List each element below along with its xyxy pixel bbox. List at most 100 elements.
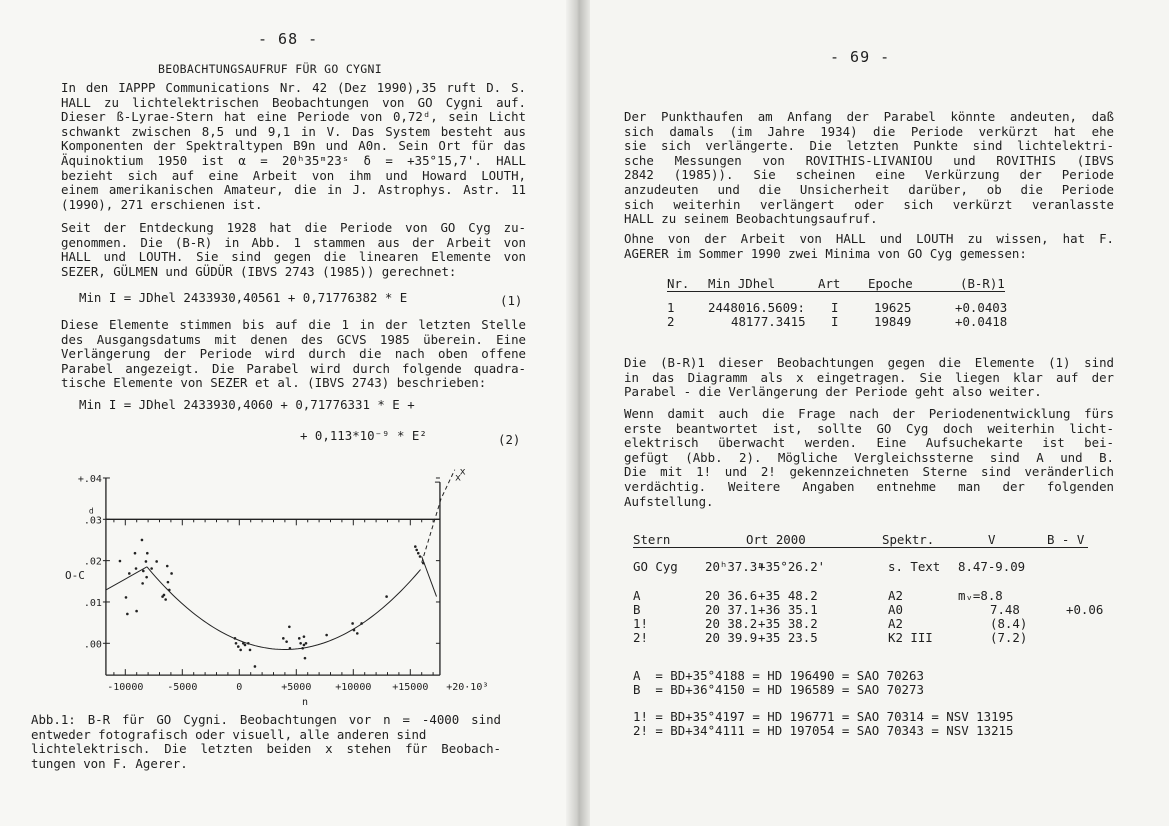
fit-left-line <box>105 566 148 591</box>
data-point <box>385 595 388 598</box>
cell-dec: +35 48.2 <box>758 588 818 603</box>
text-line: Aufstellung. <box>624 493 714 509</box>
cell-star: 1! <box>633 616 648 631</box>
agerer-point-x: x <box>455 473 461 484</box>
identification-line: B = BD+36°4150 = HD 196589 = SAO 70273 <box>633 682 924 697</box>
text-line: tungen von F. Agerer. <box>31 755 188 771</box>
b-r-diagram: +.04 .03 .02 .01 .00 d -10000 -5000 0 +5000 +10000… <box>65 467 488 709</box>
y-tick-label: .01 <box>84 598 102 609</box>
y-tick-label: .03 <box>84 515 102 526</box>
column-header: Spektr. <box>882 532 935 547</box>
data-point <box>165 564 169 568</box>
data-point <box>360 622 363 625</box>
text-line: sich damals (im Jahre 1934) die Periode … <box>624 123 1114 139</box>
data-point <box>325 633 328 637</box>
identification-line: 1! = BD+35°4197 = HD 196771 = SAO 70314 … <box>633 709 1014 724</box>
cell-nr: 1 <box>667 300 675 315</box>
data-point <box>302 643 306 647</box>
column-header: (B-R)1 <box>960 276 1005 291</box>
y-axis-label: O-C <box>65 569 85 582</box>
paragraph-diagram-note: Die (B-R)1 dieser Beobachtungen gegen di… <box>624 355 1114 400</box>
data-point <box>421 561 425 565</box>
data-point <box>414 545 417 548</box>
x-tick-label: +5000 <box>281 682 311 693</box>
text-line: Abb.1: B-R für GO Cygni. Beobachtungen v… <box>31 712 501 727</box>
data-point <box>243 643 247 647</box>
data-point <box>135 609 138 613</box>
cell-spectrum: A2 <box>888 616 903 631</box>
data-point <box>304 642 308 645</box>
data-point <box>282 637 285 640</box>
cell-dec: +35 23.5 <box>758 630 818 645</box>
text-line: SEZER, GÜLMEN und GÜDÜR (IBVS 2743 (1985… <box>61 263 457 279</box>
cell-epoche: 19849 <box>874 314 912 329</box>
equation-2-line-2: + 0,113*10⁻⁹ * E² <box>300 428 427 443</box>
cell-dec: +35 38.2 <box>758 616 818 631</box>
data-point <box>247 642 250 645</box>
data-point <box>170 572 173 575</box>
text-line: Wenn damit auch die Frage nach der Perio… <box>624 406 1114 421</box>
text-line: 2842 (1985)). Sie scheinen eine Verkürzu… <box>624 167 1114 183</box>
cell-min-jdhel: 48177.3415 <box>731 314 806 329</box>
text-line: Parabel - die Verlängerung der Periode g… <box>624 384 1042 400</box>
article-title: BEOBACHTUNGSAUFRUF FÜR GO CYGNI <box>158 62 382 76</box>
text-line: lichtelektrisch. Die letzten beiden x st… <box>31 741 501 757</box>
column-header: Min JDhel <box>708 276 776 291</box>
text-line: Dieser ß-Lyrae-Stern hat eine Periode vo… <box>61 109 526 125</box>
text-line: bezieht sich auf eine Arbeit von ihm und… <box>61 167 526 183</box>
cell-spectrum: s. Text <box>888 559 941 574</box>
text-line: HALL zu seinem Beobachtungsaufruf. <box>624 211 878 227</box>
data-point <box>150 567 153 570</box>
x-axis-label: n <box>302 697 308 708</box>
text-line: Seit der Entdeckung 1928 hat die Periode… <box>61 220 526 235</box>
data-point <box>299 642 302 645</box>
text-line: (1990), 271 erschienen ist. <box>61 196 263 212</box>
data-point <box>415 548 418 552</box>
agerer-point-x: x <box>460 467 466 478</box>
data-point <box>352 628 356 632</box>
text-line: Parabel angezeigt. Die Parabel wird durc… <box>61 360 526 376</box>
text-line: Die (B-R)1 dieser Beobachtungen gegen di… <box>624 355 1114 370</box>
text-line: In den IAPPP Communications Nr. 42 (Dez … <box>61 80 526 95</box>
data-point <box>124 596 128 599</box>
cell-v: 7.48 <box>990 602 1020 617</box>
text-line: gefügt (Abb. 2). Mögliche Vergleichsster… <box>624 449 1114 465</box>
y-tick-label: +.04 <box>78 474 102 485</box>
cell-star: GO Cyg <box>633 559 678 574</box>
data-point <box>239 648 242 652</box>
data-point <box>303 656 307 660</box>
data-point <box>140 538 144 542</box>
text-line: elektrisch überwacht werden. Eine Aufsuc… <box>624 435 1114 451</box>
text-line: tische Elemente von SEZER et al. (IBVS 2… <box>61 375 487 391</box>
text-line: sie sich verlängerte. Die letzten Punkte… <box>624 138 1114 154</box>
data-point <box>351 622 354 625</box>
cell-art: I <box>831 300 839 315</box>
cell-v: 8.47-9.09 <box>958 559 1026 574</box>
data-point <box>285 640 288 643</box>
paragraph-point-cluster: Der Punkthaufen am Anfang der Parabel kö… <box>624 109 1114 227</box>
column-header: Ort 2000 <box>746 532 806 547</box>
data-point <box>162 593 166 597</box>
x-tick-label: +10000 <box>335 682 371 693</box>
data-point <box>134 567 138 570</box>
cell-dec: +36 35.1 <box>758 602 818 617</box>
text-line: Der Punkthaufen am Anfang der Parabel kö… <box>624 109 1114 124</box>
equation-2-number: (2) <box>498 432 521 447</box>
header-rule <box>633 547 1088 548</box>
identification-line: A = BD+35°4188 = HD 196490 = SAO 70263 <box>633 668 924 683</box>
text-line: schwankt zwischen 8,5 und 9,1 in V. Das … <box>61 123 526 139</box>
text-line: Komponenten der Spektraltypen B9n und A0… <box>61 138 526 154</box>
y-unit-mark: d <box>89 506 94 515</box>
cell-star: A <box>633 588 641 603</box>
equation-2-line-1: Min I = JDhel 2433930,4060 + 0,71776331 … <box>79 397 415 412</box>
cell-v: mᵥ=8.8 <box>958 588 1003 603</box>
text-line: genommen. Die (B-R) in Abb. 1 stammen au… <box>61 234 526 250</box>
data-point <box>144 560 148 563</box>
y-tick-label: .02 <box>84 557 102 568</box>
text-line: HALL und LOUTH. Sie sind gegen die linea… <box>61 249 526 265</box>
text-line: HALL zu lichtelektrischen Beobachtungen … <box>61 94 526 110</box>
x-tick-label: -10000 <box>107 682 143 693</box>
data-point <box>288 646 292 650</box>
cell-ra: 20 38.2 <box>705 616 758 631</box>
cell-b-r: +0.0418 <box>955 314 1008 329</box>
